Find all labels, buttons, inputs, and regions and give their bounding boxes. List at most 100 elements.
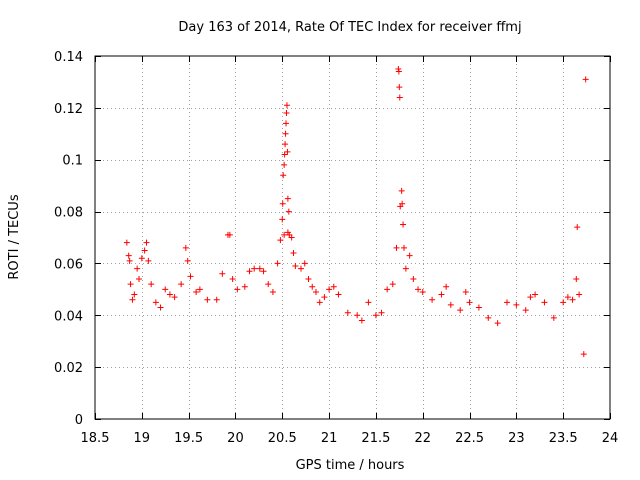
data-point — [281, 151, 288, 158]
x-axis-label: GPS time / hours — [296, 458, 405, 473]
chart-title: Day 163 of 2014, Rate Of TEC Index for r… — [178, 20, 521, 35]
data-point — [447, 301, 454, 308]
x-tick-label: 20.5 — [268, 431, 297, 446]
data-point — [372, 312, 379, 319]
data-point — [265, 281, 272, 288]
data-point — [123, 239, 130, 246]
axis-ticks — [95, 56, 611, 420]
data-point — [182, 244, 189, 251]
data-point — [321, 294, 328, 301]
data-point — [301, 260, 308, 267]
x-tick-label: 23 — [508, 431, 525, 446]
x-tick-label: 18.5 — [81, 431, 110, 446]
data-point — [281, 231, 288, 238]
y-tick-label: 0.12 — [54, 102, 83, 117]
data-point — [457, 307, 464, 314]
data-point — [541, 299, 548, 306]
data-point — [494, 320, 501, 327]
y-tick-label: 0.04 — [54, 309, 83, 324]
x-tick-label: 19.5 — [174, 431, 203, 446]
data-point — [316, 299, 323, 306]
data-point — [399, 200, 406, 207]
data-point — [290, 250, 297, 257]
data-point — [582, 76, 589, 83]
data-point — [400, 221, 407, 228]
tick-labels: 18.5 19 19.5 20 20.5 21 21.5 22 22.5 23 23.5 24 0 0.0… — [54, 50, 618, 446]
data-point — [280, 172, 287, 179]
data-point — [401, 244, 407, 251]
data-point — [283, 120, 290, 127]
data-point — [574, 224, 581, 231]
data-point — [125, 252, 132, 259]
data-point — [213, 296, 220, 303]
data-point — [462, 288, 469, 295]
data-point — [256, 265, 263, 272]
data-point — [292, 263, 299, 270]
data-point — [438, 291, 445, 298]
data-point — [298, 265, 304, 272]
data-point — [335, 291, 342, 298]
x-tick-label: 23.5 — [549, 431, 578, 446]
data-point — [419, 288, 426, 295]
data-point — [564, 294, 571, 301]
data-point — [395, 68, 402, 75]
data-point — [283, 102, 290, 109]
data-point — [282, 130, 289, 137]
data-point — [573, 275, 580, 282]
data-point — [152, 299, 159, 306]
data-point — [354, 312, 361, 319]
data-point — [288, 234, 295, 241]
data-point — [187, 273, 194, 280]
data-point — [234, 286, 241, 293]
data-point — [284, 195, 291, 202]
y-tick-label: 0.14 — [54, 50, 83, 65]
data-point — [162, 286, 169, 293]
y-tick-label: 0.1 — [62, 154, 83, 169]
data-points — [123, 65, 589, 358]
x-tick-label: 21 — [321, 431, 338, 446]
x-tick-label: 24 — [602, 431, 619, 446]
y-tick-label: 0 — [75, 413, 83, 428]
data-point — [284, 148, 291, 155]
data-point — [309, 283, 316, 290]
data-point — [522, 307, 529, 314]
data-point — [550, 314, 557, 321]
y-tick-label: 0.08 — [54, 206, 83, 221]
data-point — [305, 275, 312, 282]
x-tick-label: 22.5 — [455, 431, 484, 446]
data-point — [148, 281, 155, 288]
data-point — [145, 257, 152, 264]
data-point — [193, 288, 200, 295]
data-point — [532, 291, 539, 298]
data-point — [281, 161, 288, 168]
data-point — [285, 208, 292, 215]
data-point — [527, 294, 534, 301]
grid-lines — [95, 56, 610, 419]
x-tick-label: 19 — [134, 431, 151, 446]
plot-frame — [94, 55, 611, 420]
data-point — [475, 304, 482, 311]
data-point — [365, 299, 372, 306]
data-point — [141, 247, 148, 254]
data-point — [127, 281, 134, 288]
data-point — [326, 286, 333, 293]
data-point — [358, 317, 365, 324]
x-tick-label: 20 — [227, 431, 244, 446]
data-point — [229, 275, 236, 282]
data-point — [396, 84, 403, 91]
data-point — [282, 141, 289, 148]
data-point — [580, 351, 587, 358]
data-point — [196, 286, 203, 293]
y-tick-label: 0.02 — [54, 361, 83, 376]
data-point — [466, 299, 473, 306]
data-point — [396, 94, 403, 101]
data-point — [138, 255, 145, 262]
data-point — [260, 268, 267, 275]
data-point — [429, 296, 436, 303]
data-point — [204, 296, 211, 303]
data-point — [129, 296, 136, 303]
x-tick-label: 22 — [414, 431, 431, 446]
data-point — [131, 291, 138, 298]
data-point — [560, 299, 567, 306]
